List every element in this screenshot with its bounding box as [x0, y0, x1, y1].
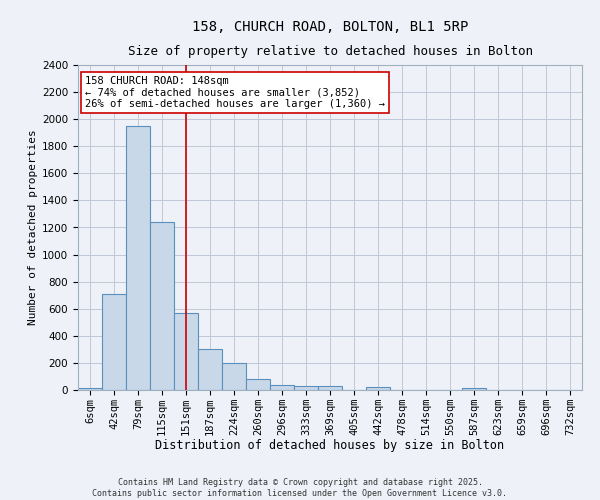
- Bar: [198, 348, 222, 390]
- Text: Size of property relative to detached houses in Bolton: Size of property relative to detached ho…: [128, 45, 533, 58]
- Bar: [318, 386, 342, 390]
- Bar: [78, 388, 102, 390]
- Bar: [246, 379, 270, 390]
- Text: Contains HM Land Registry data © Crown copyright and database right 2025.
Contai: Contains HM Land Registry data © Crown c…: [92, 478, 508, 498]
- Bar: [174, 313, 198, 390]
- Bar: [150, 222, 174, 390]
- Text: 158, CHURCH ROAD, BOLTON, BL1 5RP: 158, CHURCH ROAD, BOLTON, BL1 5RP: [192, 20, 468, 34]
- Bar: [222, 363, 246, 390]
- Y-axis label: Number of detached properties: Number of detached properties: [28, 130, 38, 326]
- Bar: [102, 294, 126, 390]
- Bar: [270, 384, 294, 390]
- Bar: [366, 386, 390, 390]
- Bar: [294, 386, 318, 390]
- Bar: [126, 126, 150, 390]
- Bar: [462, 388, 486, 390]
- Text: 158 CHURCH ROAD: 148sqm
← 74% of detached houses are smaller (3,852)
26% of semi: 158 CHURCH ROAD: 148sqm ← 74% of detache…: [85, 76, 385, 109]
- X-axis label: Distribution of detached houses by size in Bolton: Distribution of detached houses by size …: [155, 440, 505, 452]
